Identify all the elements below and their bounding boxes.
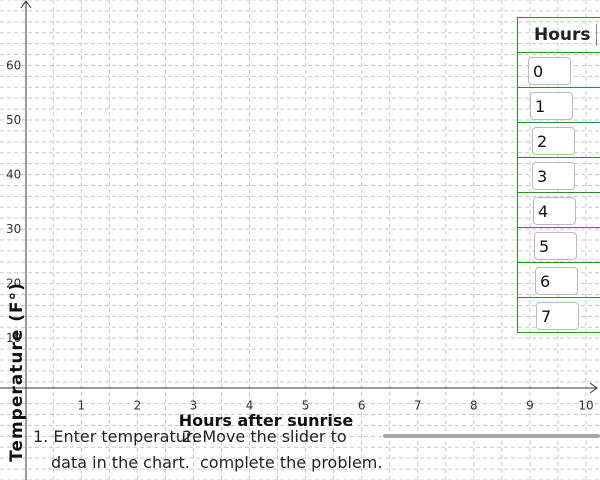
instruction-step-2-line-2: complete the problem. (200, 453, 383, 472)
hours-input-6[interactable]: 6 (535, 267, 578, 295)
table-row: 1 (518, 88, 600, 123)
y-axis-arrow (20, 0, 32, 9)
x-tick-label: 8 (470, 399, 478, 413)
y-tick-label: 30 (6, 222, 21, 236)
x-tick-label: 10 (578, 399, 593, 413)
x-axis-arrow (589, 382, 598, 394)
table-row: 5 (518, 228, 600, 263)
y-tick-label: 10 (6, 331, 21, 345)
table-row: 0 (518, 53, 600, 88)
hours-input-4[interactable]: 4 (533, 197, 576, 225)
instruction-step-2-line-1: 2. Move the slider to (182, 427, 347, 446)
x-tick-labels: 1 2 3 4 5 6 7 8 9 10 (77, 399, 593, 413)
x-tick-label: 3 (190, 399, 198, 413)
hours-input-2[interactable]: 2 (532, 127, 575, 155)
hours-input-3[interactable]: 3 (532, 162, 575, 190)
instruction-step-1-line-2: data in the chart. (51, 453, 190, 472)
hours-input-1[interactable]: 1 (530, 92, 573, 120)
hours-input-0[interactable]: 0 (528, 57, 571, 85)
x-tick-label: 5 (302, 399, 310, 413)
slider-track[interactable] (383, 434, 600, 438)
hours-table: Hours 0 1 2 3 4 5 6 7 (517, 17, 600, 333)
instruction-step-1: 1. Enter temperature data in the chart. (33, 424, 203, 476)
y-tick-label: 50 (6, 113, 21, 127)
instruction-step-2: 2. Move the slider to complete the probl… (182, 424, 402, 476)
x-tick-label: 9 (526, 399, 534, 413)
x-tick-label: 6 (358, 399, 366, 413)
y-tick-label: 20 (6, 277, 21, 291)
x-tick-label: 7 (414, 399, 422, 413)
hours-column-header: Hours (518, 18, 600, 53)
x-tick-label: 4 (246, 399, 254, 413)
y-tick-labels: 10 20 30 40 50 60 (6, 58, 21, 345)
table-row: 3 (518, 158, 600, 193)
hours-header-label: Hours (534, 25, 591, 45)
y-axis-title: Temperature (F°) (7, 282, 27, 462)
table-row: 4 (518, 193, 600, 228)
x-axis-title: Hours after sunrise (179, 411, 354, 430)
table-row: 6 (518, 263, 600, 298)
table-row: 7 (518, 298, 600, 333)
instruction-step-1-line-1: 1. Enter temperature (33, 427, 202, 446)
y-tick-label: 40 (6, 168, 21, 182)
table-row: 2 (518, 123, 600, 158)
hours-input-5[interactable]: 5 (534, 232, 577, 260)
hours-input-7[interactable]: 7 (536, 302, 579, 330)
x-tick-label: 1 (77, 399, 85, 413)
y-tick-label: 60 (6, 58, 21, 72)
x-tick-label: 2 (134, 399, 142, 413)
